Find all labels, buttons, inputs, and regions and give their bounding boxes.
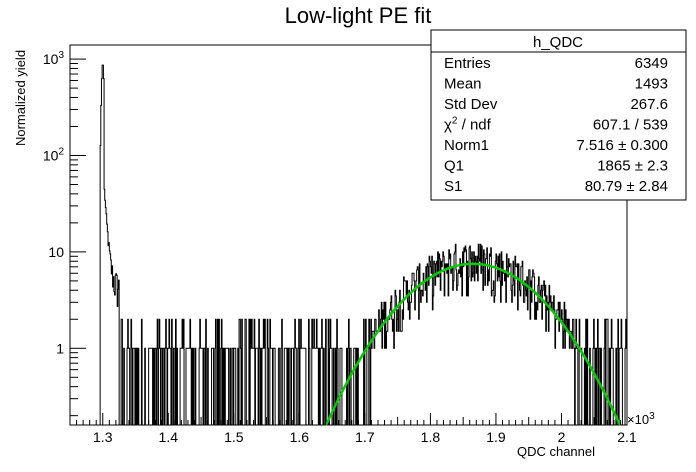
- x-tick-label: 1.4: [159, 429, 179, 445]
- stats-box-title: h_QDC: [533, 34, 583, 51]
- stats-row-value: 80.79 ± 2.84: [585, 178, 668, 195]
- x-tick-label: 2.1: [617, 429, 637, 445]
- x-tick-label: 1.8: [421, 429, 441, 445]
- x-tick-label: 1.3: [93, 429, 113, 445]
- x-tick-label: 1.7: [355, 429, 375, 445]
- x-tick-label: 1.6: [290, 429, 310, 445]
- stats-row-value: 7.516 ± 0.300: [576, 137, 668, 154]
- histogram-h-qdc: [99, 64, 628, 426]
- x-multiplier: ×103: [627, 411, 655, 427]
- fit-layer: [324, 262, 622, 426]
- x-tick-label: 1.5: [224, 429, 244, 445]
- y-tick-label: 10: [48, 244, 64, 260]
- stats-row-value: 1865 ± 2.3: [597, 158, 668, 175]
- stats-row-label: Mean: [444, 76, 482, 93]
- y-axis: 1 10 102 103: [43, 50, 86, 417]
- x-tick-label: 1.9: [486, 429, 506, 445]
- y-tick-label: 103: [43, 50, 65, 67]
- stats-row-label: S1: [444, 178, 462, 195]
- x-tick-label: 2: [558, 429, 566, 445]
- x-axis: 1.3 1.4 1.5 1.6 1.7 1.8 1.9 2 2.1: [69, 413, 637, 445]
- gaussian-fit-curve: [324, 262, 622, 426]
- stats-row-value: 267.6: [630, 96, 668, 113]
- stats-row-label: Entries: [444, 55, 491, 72]
- stats-box-frame: [430, 29, 687, 201]
- stats-row-label: Q1: [444, 158, 464, 175]
- y-tick-label: 1: [56, 340, 64, 356]
- stats-row-label: Norm1: [444, 137, 489, 154]
- stats-box: h_QDC Entries 6349 Mean 1493 Std Dev 267.6 χ2 …: [430, 29, 687, 201]
- stats-row-value: 1493: [635, 76, 668, 93]
- stats-row-label: Std Dev: [444, 96, 498, 113]
- stats-row-value: 6349: [635, 55, 668, 72]
- y-axis-label: Normalized yield: [13, 50, 28, 146]
- y-tick-label: 102: [43, 146, 65, 163]
- x-axis-label: QDC channel: [517, 444, 595, 459]
- stats-row-value: 607.1 / 539: [593, 117, 668, 134]
- plot-frame: [69, 44, 628, 426]
- chart-title: Low-light PE fit: [285, 3, 432, 28]
- stats-rows: Entries 6349 Mean 1493 Std Dev 267.6 χ2 / ndf 6…: [444, 55, 668, 195]
- stats-row-label: χ2 / ndf: [444, 116, 492, 134]
- histogram-layer: [99, 64, 628, 426]
